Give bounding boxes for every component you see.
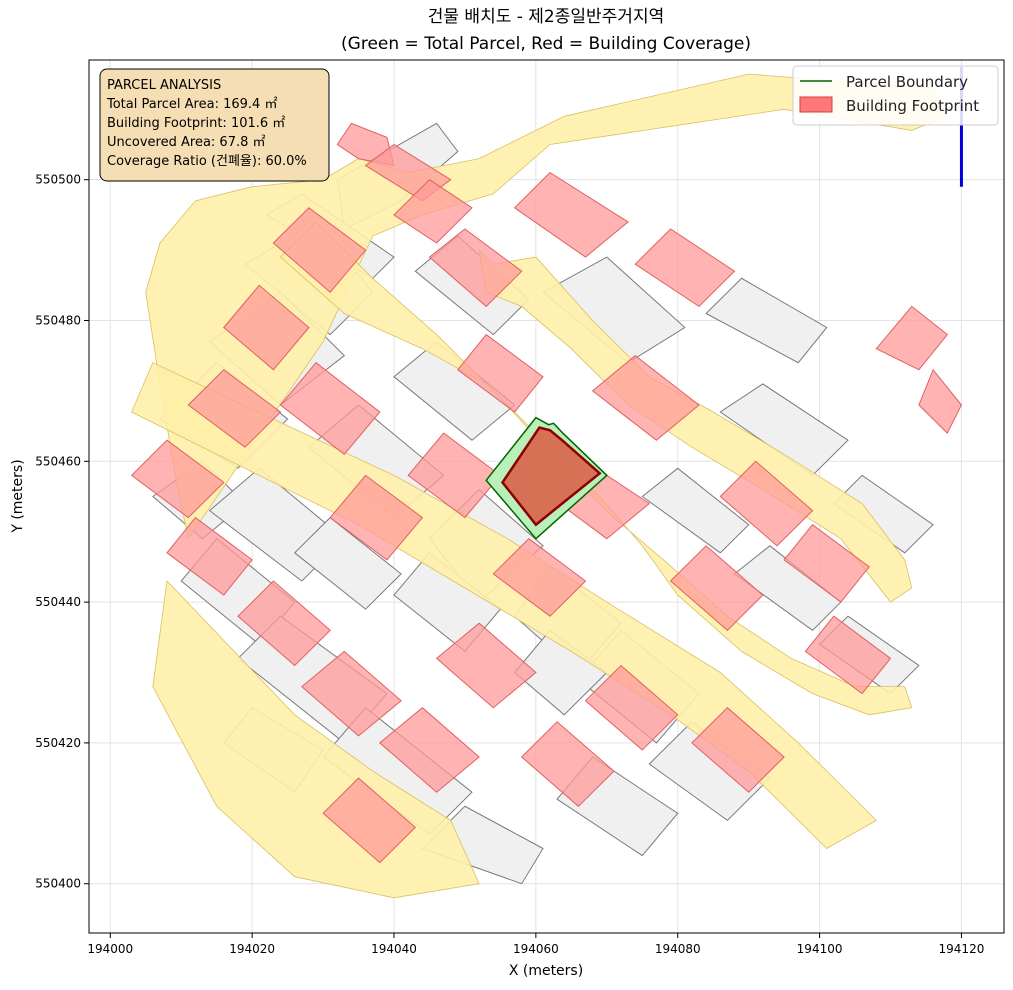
building-footprint — [435, 622, 537, 709]
x-tick-label: 194040 — [371, 942, 417, 956]
subject-parcel-layer — [485, 416, 608, 540]
building-footprint — [634, 228, 736, 308]
x-tick-label: 194000 — [87, 942, 133, 956]
legend-building-footprint-swatch — [799, 96, 833, 113]
legend: Parcel Boundary Building Footprint — [792, 65, 999, 126]
y-tick-label: 550440 — [35, 595, 81, 609]
building-footprint — [669, 545, 764, 631]
x-axis-label: X (meters) — [509, 963, 583, 979]
building-footprint — [329, 474, 424, 561]
x-axis-ticks: 194000 194020 194040 194060 194080 194100 1941… — [87, 933, 984, 956]
chart-subtitle: (Green = Total Parcel, Red = Building Co… — [341, 34, 751, 54]
neighbor-parcel — [293, 516, 402, 610]
legend-parcel-boundary-label: Parcel Boundary — [846, 73, 968, 91]
building-footprint — [804, 615, 892, 695]
subject-building-footprint — [500, 426, 602, 527]
info-box-background — [99, 68, 330, 182]
info-box-heading: PARCEL ANALYSIS — [107, 78, 221, 93]
building-footprint — [322, 777, 417, 864]
y-tick-label: 550460 — [35, 454, 81, 468]
building-footprint — [130, 439, 225, 519]
x-tick-label: 194120 — [939, 942, 985, 956]
y-tick-label: 550480 — [35, 313, 81, 327]
building-footprint — [301, 650, 402, 737]
building-footprint — [237, 580, 331, 667]
y-axis-label: Y (meters) — [10, 459, 26, 533]
building-footprint — [428, 228, 523, 308]
info-coverage-ratio: Coverage Ratio (건폐율): 60.0% — [107, 154, 307, 169]
building-footprints-layer — [130, 122, 962, 864]
building-footprint — [783, 524, 870, 603]
chart-title: 건물 배치도 - 제2종일반주거지역 — [428, 7, 664, 27]
building-footprint — [279, 362, 381, 455]
building-footprint — [272, 207, 367, 294]
y-tick-label: 550500 — [35, 173, 81, 187]
building-footprint — [520, 721, 615, 807]
info-uncovered-area: Uncovered Area: 67.8 ㎡ — [107, 135, 266, 150]
building-footprint — [379, 707, 480, 793]
building-footprint — [393, 179, 473, 244]
building-footprint — [584, 664, 679, 751]
x-tick-label: 194060 — [513, 942, 559, 956]
building-footprint — [492, 538, 587, 617]
building-footprint — [691, 707, 785, 793]
building-footprint — [187, 369, 282, 448]
info-building-footprint: Building Footprint: 101.6 ㎡ — [107, 116, 285, 131]
building-footprint — [457, 333, 544, 413]
legend-building-footprint-label: Building Footprint — [846, 97, 979, 115]
y-axis-ticks: 550400 550420 550440 550460 550480 550500 — [35, 173, 89, 891]
building-footprint — [223, 284, 310, 371]
building-footprint — [875, 305, 949, 371]
building-footprint — [719, 460, 814, 547]
legend-box — [792, 65, 999, 126]
neighbor-parcel — [705, 277, 828, 364]
road — [131, 362, 877, 849]
plot-frame — [88, 59, 1005, 934]
x-tick-label: 194100 — [797, 942, 843, 956]
road — [145, 73, 948, 540]
y-tick-label: 550400 — [35, 877, 81, 891]
building-footprint — [513, 171, 629, 258]
parcel-analysis-box: PARCEL ANALYSIS Total Parcel Area: 169.4… — [99, 68, 330, 182]
building-footprint — [591, 355, 700, 441]
building-footprint — [918, 368, 962, 434]
x-tick-label: 194080 — [655, 942, 701, 956]
x-tick-label: 194020 — [229, 942, 275, 956]
neighbor-parcel — [641, 467, 750, 554]
info-total-parcel-area: Total Parcel Area: 169.4 ㎡ — [106, 97, 277, 112]
building-footprint — [166, 516, 253, 596]
y-tick-label: 550420 — [35, 736, 81, 750]
